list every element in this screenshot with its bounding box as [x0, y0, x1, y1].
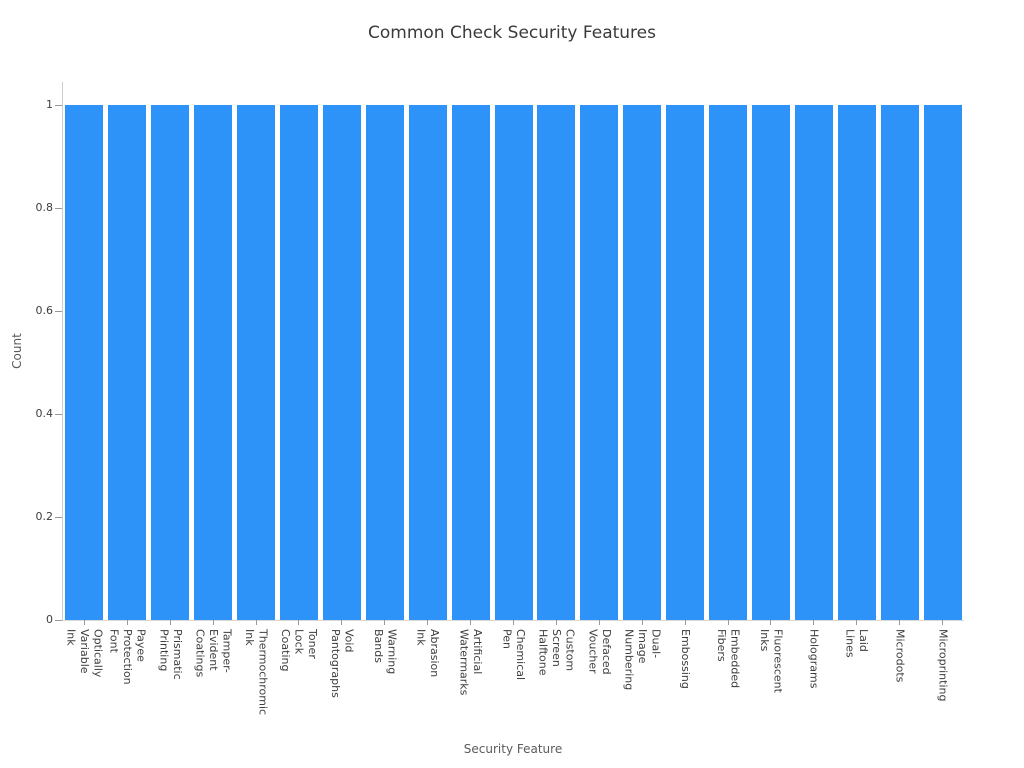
bar — [451, 105, 490, 620]
x-tick — [341, 620, 343, 625]
x-tick-label: Void Pantographs — [328, 629, 356, 698]
bar — [794, 105, 833, 620]
x-tick — [598, 620, 600, 625]
bar — [408, 105, 447, 620]
x-tick-label: Optically Variable Ink — [64, 629, 105, 678]
x-tick-label: Payee Protection Font — [107, 629, 148, 685]
y-tick — [55, 619, 62, 621]
x-tick — [513, 620, 514, 625]
bar — [537, 105, 576, 620]
x-tick-label: Embedded Fibers — [715, 629, 742, 689]
y-tick — [55, 104, 62, 106]
x-tick-label: Fluorescent Inks — [757, 629, 785, 693]
x-tick — [126, 620, 128, 625]
x-tick — [899, 620, 901, 625]
x-tick-label: Thermochromic Ink — [243, 629, 270, 716]
bar — [580, 105, 619, 620]
x-tick-label: Toner Lock Coating — [279, 629, 320, 672]
x-tick-label: Defaced Voucher — [586, 629, 613, 675]
y-tick — [55, 207, 62, 209]
bar — [751, 105, 790, 620]
x-tick-label: Tamper-Evident Coatings — [193, 629, 234, 678]
bar — [237, 105, 276, 620]
x-tick — [813, 620, 815, 625]
bar — [151, 105, 190, 620]
x-tick — [555, 620, 557, 625]
bar — [279, 105, 318, 620]
x-tick-label: Microprinting — [936, 629, 950, 702]
x-tick-label: Artificial Watermarks — [457, 629, 485, 696]
x-tick — [83, 620, 85, 625]
x-tick-label: Prismatic Printing — [157, 629, 184, 680]
bar — [108, 105, 147, 620]
bar — [494, 105, 533, 620]
x-tick — [427, 620, 429, 625]
y-tick-label: 1 — [46, 98, 53, 112]
x-tick-label: Embossing — [678, 629, 692, 689]
y-tick-label: 0.2 — [35, 510, 54, 524]
x-tick-label: Dual-Image Numbering — [622, 629, 663, 691]
y-tick-label: 0.8 — [35, 201, 54, 215]
x-tick — [384, 620, 386, 625]
bar — [709, 105, 748, 620]
x-tick — [470, 620, 472, 625]
bar — [194, 105, 233, 620]
x-tick — [856, 620, 858, 625]
bar — [666, 105, 705, 620]
x-tick-label: Abrasion Ink — [414, 629, 442, 678]
x-tick-label: Custom Screen Halftone — [536, 629, 577, 676]
chart-title: Common Check Security Features — [368, 23, 656, 43]
x-tick-label: Microdots — [893, 629, 907, 683]
bar — [837, 105, 876, 620]
x-axis-title: Security Feature — [463, 742, 563, 756]
x-tick — [255, 620, 257, 625]
x-tick-label: Holograms — [807, 629, 821, 689]
x-tick — [169, 620, 171, 625]
x-tick — [942, 620, 944, 625]
bar — [365, 105, 404, 620]
x-tick — [770, 620, 772, 625]
x-tick — [684, 620, 686, 625]
x-tick — [212, 620, 214, 625]
x-tick-label: Chemical Pen — [500, 629, 528, 681]
x-tick-label: Laid Lines — [843, 629, 871, 658]
y-tick-label: 0.4 — [35, 407, 54, 421]
y-tick — [55, 516, 62, 518]
bar — [322, 105, 361, 620]
bar — [923, 105, 962, 620]
y-tick — [55, 413, 62, 415]
x-tick — [641, 620, 643, 625]
x-tick-label: Warning Bands — [371, 629, 399, 675]
bar — [623, 105, 662, 620]
bar — [880, 105, 919, 620]
y-tick-label: 0 — [46, 613, 53, 626]
x-tick — [298, 620, 300, 625]
y-tick-label: 0.6 — [35, 304, 54, 318]
bar — [65, 105, 104, 620]
y-tick — [55, 310, 62, 312]
plot-area: 0 0.2 0.4 0.6 0.8 1 Optically Variable Ink Paye… — [36, 82, 964, 715]
x-tick — [727, 620, 729, 625]
y-axis-title: Count — [10, 333, 24, 369]
